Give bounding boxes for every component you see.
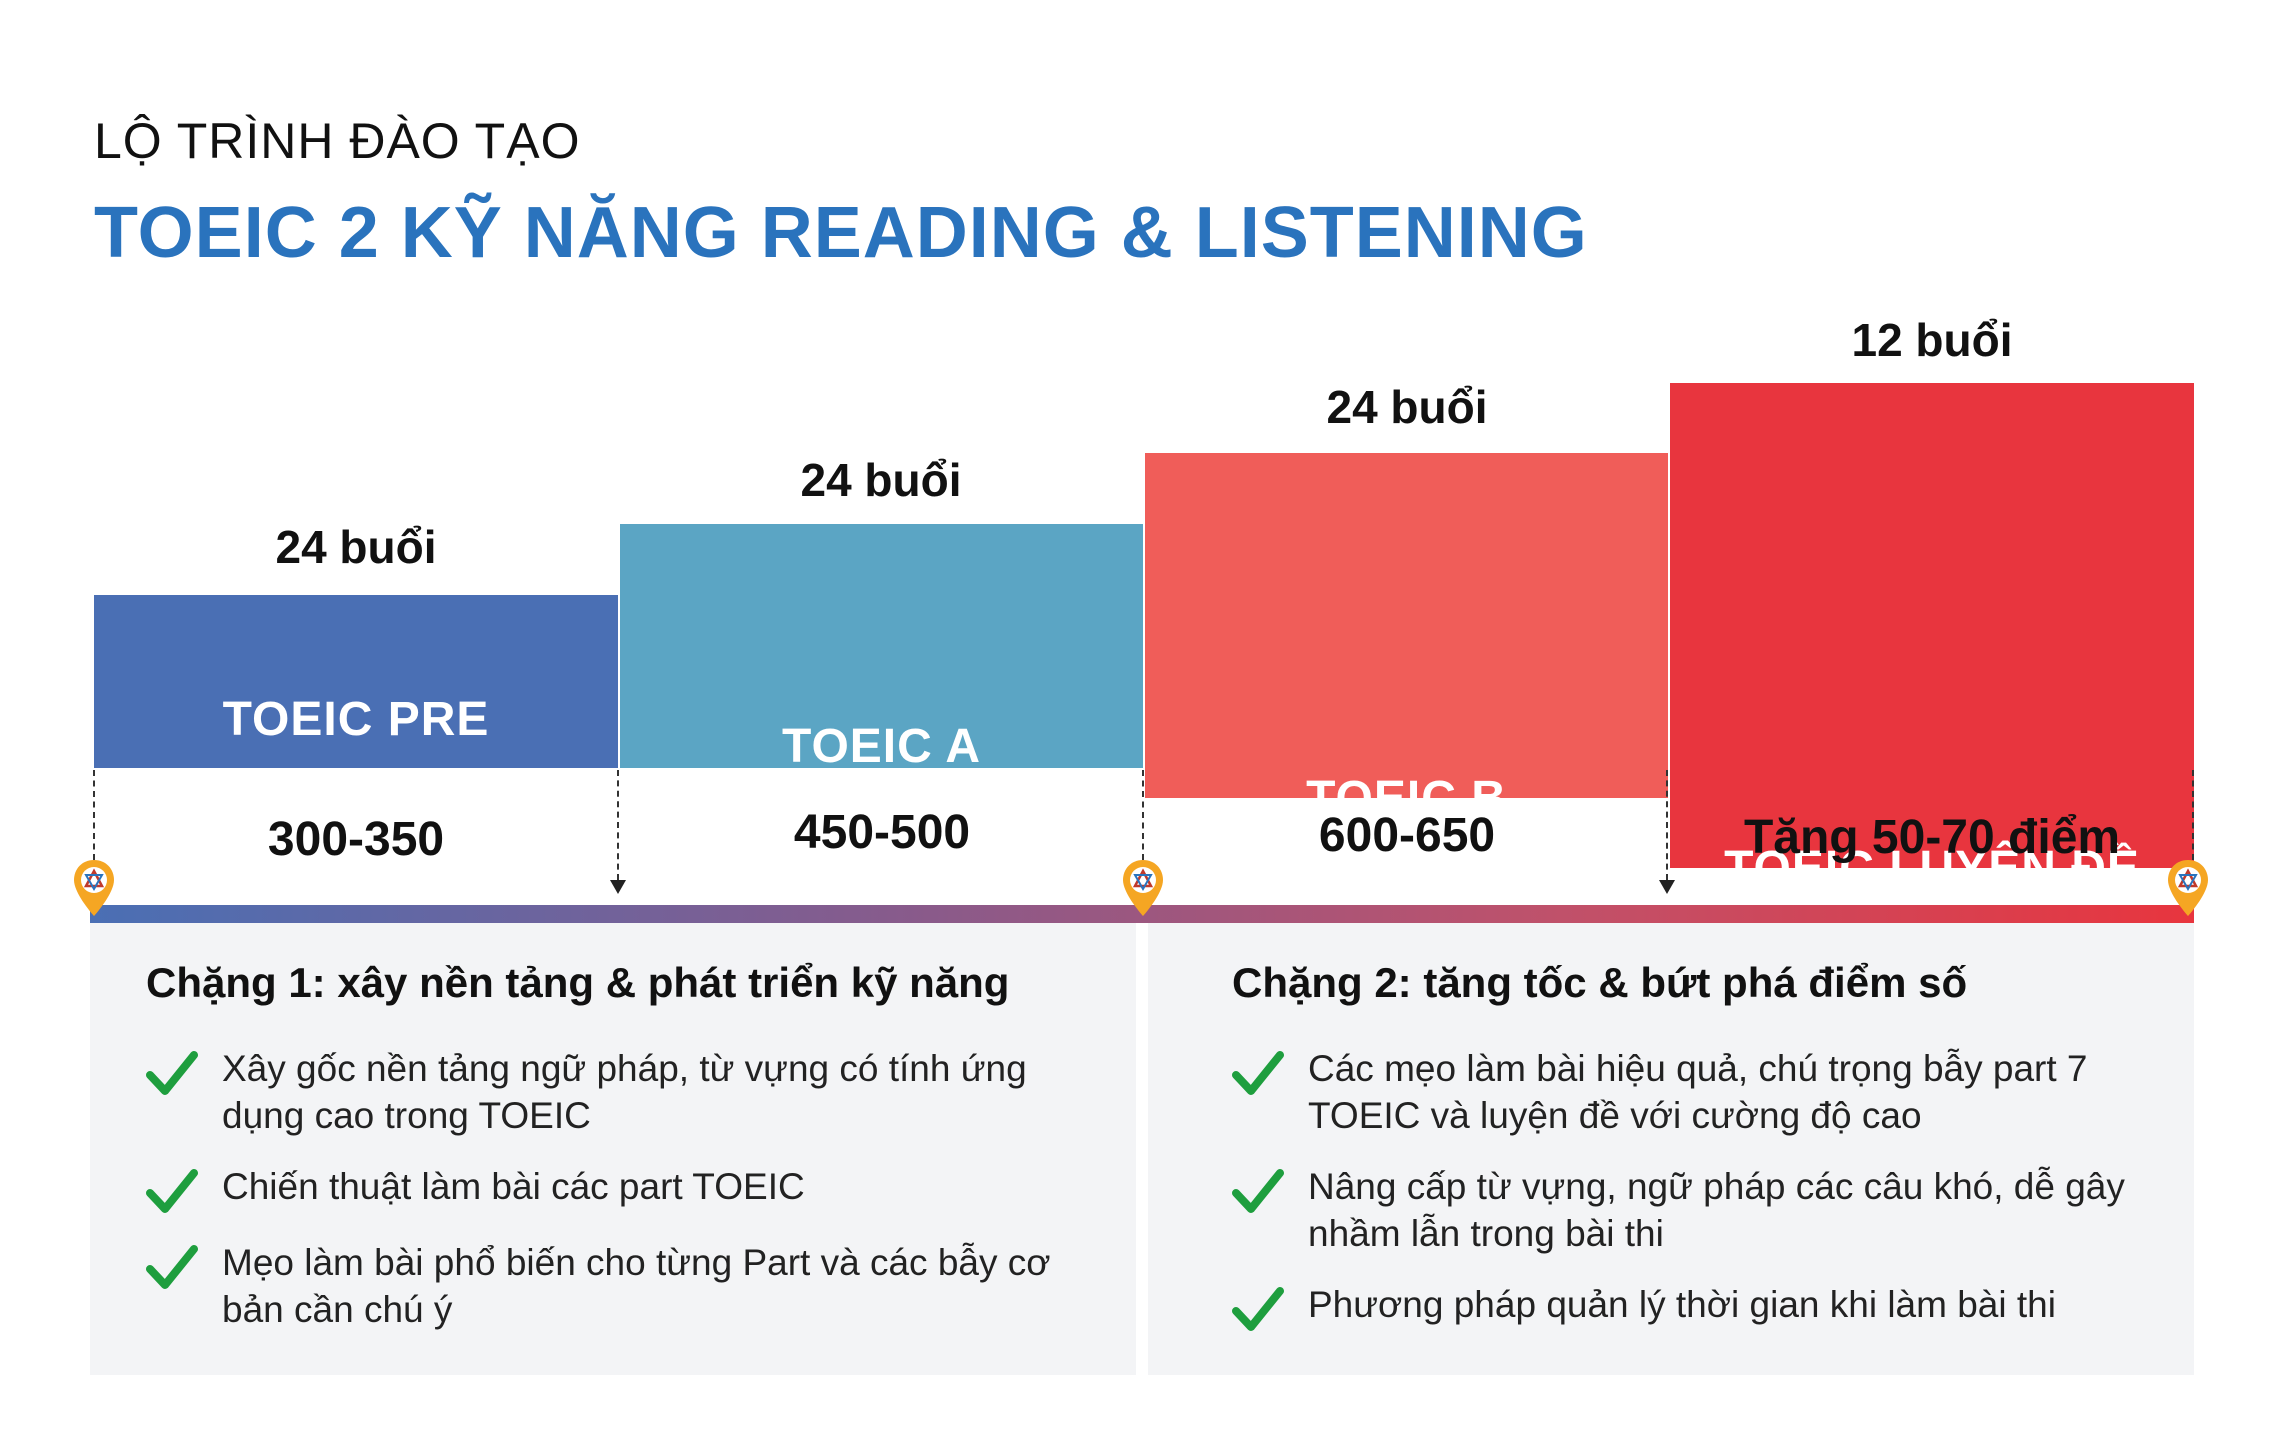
list-item-text: Các mẹo làm bài hiệu quả, chú trọng bẫy … xyxy=(1308,1048,2088,1136)
arrow-down-icon xyxy=(610,880,626,894)
list-item-text: Xây gốc nền tảng ngữ pháp, từ vựng có tí… xyxy=(222,1048,1027,1136)
stage-2-bar: TOEIC A xyxy=(620,524,1143,773)
list-item-text: Chiến thuật làm bài các part TOEIC xyxy=(222,1166,805,1207)
stage-3-name: TOEIC B xyxy=(1306,771,1507,825)
checkmark-icon xyxy=(1232,1051,1284,1095)
stage-2-name: TOEIC A xyxy=(781,719,982,773)
stage-1-name: TOEIC PRE xyxy=(222,692,490,746)
arrow-down-icon xyxy=(1659,880,1675,894)
checkmark-icon xyxy=(146,1051,198,1095)
separator-line xyxy=(93,770,95,860)
stage-1-score: 300-350 xyxy=(267,813,445,866)
stage-3-sessions: 24 buổi xyxy=(1326,381,1488,433)
stage-2-sessions: 24 buổi xyxy=(800,454,962,506)
list-item-text: Nâng cấp từ vựng, ngữ pháp các câu khó, … xyxy=(1308,1166,2125,1254)
stage-3-score: 600-650 xyxy=(1318,809,1496,862)
stage-1-sessions: 24 buổi xyxy=(275,521,437,573)
phase-1-list: Xây gốc nền tảng ngữ pháp, từ vựng có tí… xyxy=(146,1045,1066,1333)
separator-line xyxy=(617,770,619,880)
separator-line xyxy=(1666,770,1668,880)
stage-4-score: Tăng 50-70 điểm xyxy=(1743,811,2121,864)
stage-3-bar: TOEIC B xyxy=(1145,453,1668,825)
phase-1-title: Chặng 1: xây nền tảng & phát triển kỹ nă… xyxy=(146,959,1010,1006)
list-item: Chiến thuật làm bài các part TOEIC xyxy=(146,1163,1066,1215)
location-pin-icon xyxy=(1123,860,1163,916)
phase-2-panel: Chặng 2: tăng tốc & bứt phá điểm số Các … xyxy=(1148,923,2194,1375)
list-item-text: Phương pháp quản lý thời gian khi làm bà… xyxy=(1308,1284,2056,1325)
location-pin-icon xyxy=(74,860,114,916)
page-subtitle: LỘ TRÌNH ĐÀO TẠO xyxy=(94,113,581,169)
checkmark-icon xyxy=(146,1169,198,1213)
list-item: Nâng cấp từ vựng, ngữ pháp các câu khó, … xyxy=(1232,1163,2132,1257)
list-item: Phương pháp quản lý thời gian khi làm bà… xyxy=(1232,1281,2132,1333)
stage-2-score: 450-500 xyxy=(793,806,971,859)
separator-line xyxy=(1142,770,1144,860)
stage-4-name: TOEIC LUYỆN ĐỀ xyxy=(1724,841,2140,895)
stage-4-bar: TOEIC LUYỆN ĐỀ xyxy=(1670,383,2194,895)
stage-1-bar: TOEIC PRE xyxy=(94,595,618,768)
location-pin-icon xyxy=(2168,860,2208,916)
checkmark-icon xyxy=(1232,1169,1284,1213)
list-item: Xây gốc nền tảng ngữ pháp, từ vựng có tí… xyxy=(146,1045,1066,1139)
list-item: Các mẹo làm bài hiệu quả, chú trọng bẫy … xyxy=(1232,1045,2132,1139)
phase-1-panel: Chặng 1: xây nền tảng & phát triển kỹ nă… xyxy=(90,923,1136,1375)
stage-4-sessions: 12 buổi xyxy=(1851,314,2013,366)
phase-2-list: Các mẹo làm bài hiệu quả, chú trọng bẫy … xyxy=(1232,1045,2132,1333)
list-item-text: Mẹo làm bài phổ biến cho từng Part và cá… xyxy=(222,1242,1051,1330)
checkmark-icon xyxy=(1232,1287,1284,1331)
phase-2-title: Chặng 2: tăng tốc & bứt phá điểm số xyxy=(1232,959,1968,1006)
separator-line xyxy=(2192,770,2194,860)
checkmark-icon xyxy=(146,1245,198,1289)
page-title: TOEIC 2 KỸ NĂNG READING & LISTENING xyxy=(94,193,1588,273)
list-item: Mẹo làm bài phổ biến cho từng Part và cá… xyxy=(146,1239,1066,1333)
